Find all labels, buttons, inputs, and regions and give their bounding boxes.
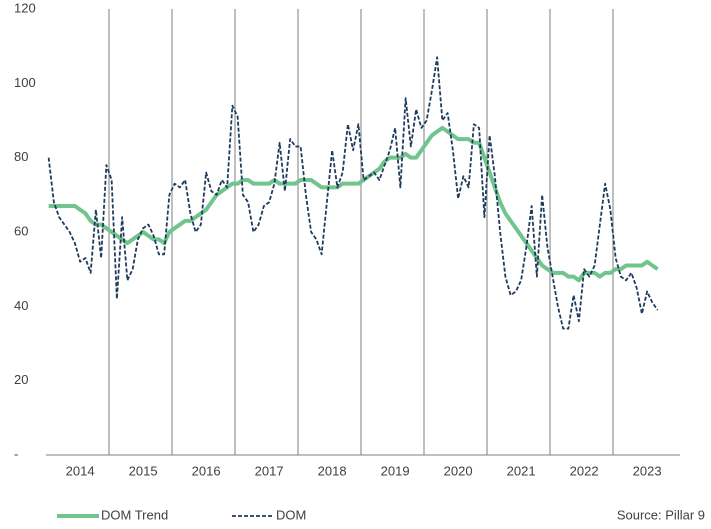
y-tick-label: 20 — [14, 372, 28, 387]
series-line — [48, 125, 659, 283]
source-note: Source: Pillar 9 — [617, 507, 705, 522]
y-tick-label: 120 — [14, 0, 36, 15]
x-tick-label: 2016 — [192, 463, 221, 478]
x-tick-label: 2019 — [381, 463, 410, 478]
x-tick-label: 2018 — [318, 463, 347, 478]
series-line — [47, 56, 659, 330]
x-tick-label: 2017 — [255, 463, 284, 478]
x-tick-label: 2022 — [570, 463, 599, 478]
legend-label: DOM — [276, 507, 306, 522]
y-tick-label: 40 — [14, 298, 28, 313]
y-tick-label: 80 — [14, 149, 28, 164]
y-tick-label: - — [14, 446, 18, 461]
x-tick-label: 2015 — [129, 463, 158, 478]
x-tick-label: 2020 — [444, 463, 473, 478]
legend-label: DOM Trend — [101, 507, 168, 522]
x-tick-label: 2023 — [633, 463, 662, 478]
y-tick-label: 60 — [14, 223, 28, 238]
x-tick-label: 2014 — [66, 463, 95, 478]
y-tick-label: 100 — [14, 75, 36, 90]
x-tick-label: 2021 — [507, 463, 536, 478]
